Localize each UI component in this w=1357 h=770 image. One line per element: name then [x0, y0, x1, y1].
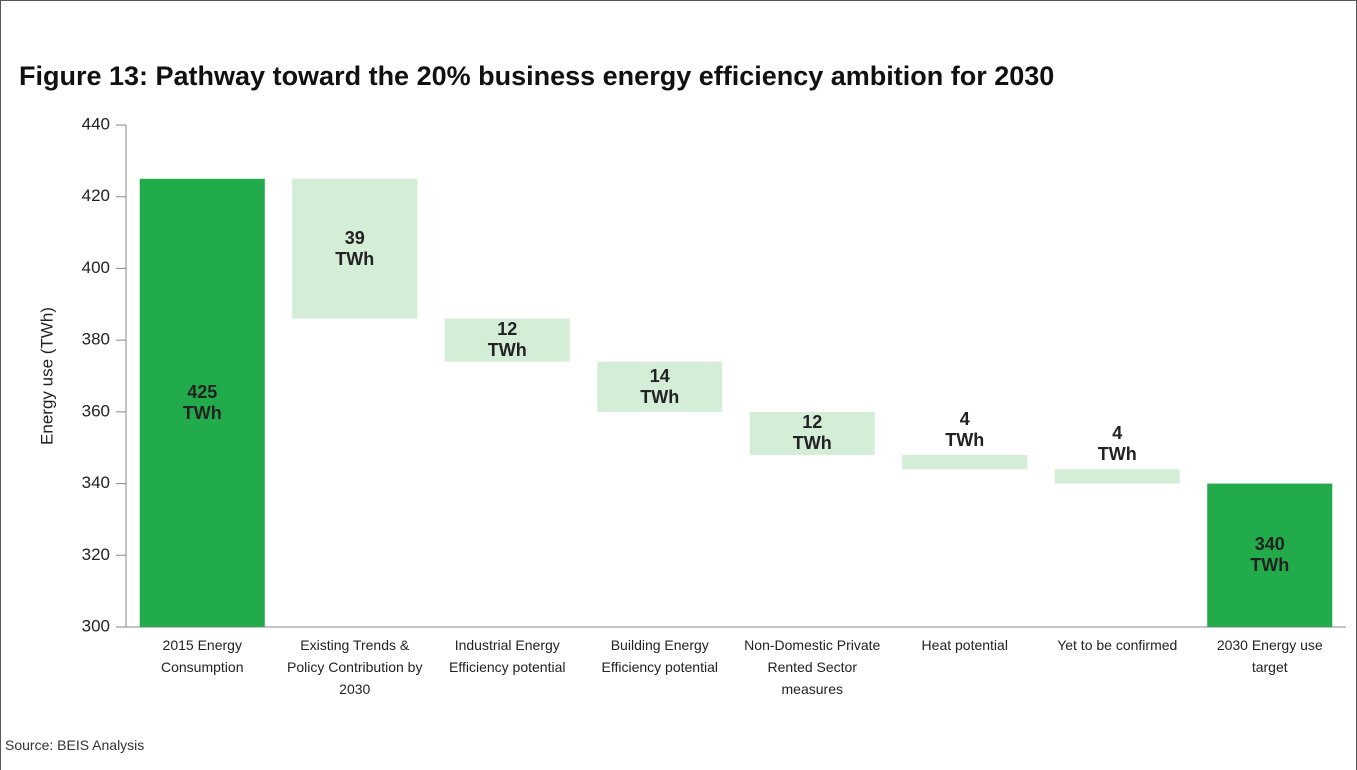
bar: [749, 411, 875, 455]
bar: [139, 178, 265, 628]
chart-title: Figure 13: Pathway toward the 20% busine…: [19, 61, 1055, 91]
x-tick-label: Existing Trends & Policy Contribution by…: [287, 637, 423, 697]
x-tick-label: Building Energy Efficiency potential: [601, 637, 718, 675]
x-tick-label: Industrial Energy Efficiency potential: [449, 637, 566, 675]
y-tick-label: 360: [82, 401, 110, 420]
y-tick-label: 420: [82, 186, 110, 205]
value-label: 14 TWh: [640, 365, 680, 407]
y-tick-label: 300: [82, 616, 110, 635]
y-tick-label: 440: [82, 114, 110, 133]
y-tick-label: 380: [82, 330, 110, 349]
value-label: 12 TWh: [792, 412, 832, 454]
value-label: 4 TWh: [945, 408, 985, 450]
value-label: 12 TWh: [487, 319, 527, 361]
x-tick-label: Non-Domestic Private Rented Sector measu…: [744, 637, 881, 697]
value-label: 425 TWh: [182, 381, 222, 423]
value-label: 340 TWh: [1250, 534, 1290, 576]
y-tick-label: 320: [82, 545, 110, 564]
y-tick-label: 340: [82, 473, 110, 492]
bar: [597, 361, 723, 412]
x-tick-label: Heat potential: [921, 637, 1008, 653]
value-label: 39 TWh: [335, 227, 375, 269]
bar: [902, 454, 1028, 470]
source-note: Source: BEIS Analysis: [5, 737, 145, 753]
x-tick-label: 2015 Energy Consumption: [161, 637, 244, 675]
y-tick-label: 400: [82, 258, 110, 277]
bar: [444, 318, 570, 362]
value-label: 4 TWh: [1097, 423, 1137, 465]
bar: [1054, 469, 1180, 484]
bar: [1207, 483, 1333, 627]
y-axis-label: Energy use (TWh): [37, 307, 56, 445]
x-tick-label: 2030 Energy use target: [1216, 637, 1323, 675]
x-tick-label: Yet to be confirmed: [1057, 637, 1178, 653]
bar: [292, 178, 418, 319]
